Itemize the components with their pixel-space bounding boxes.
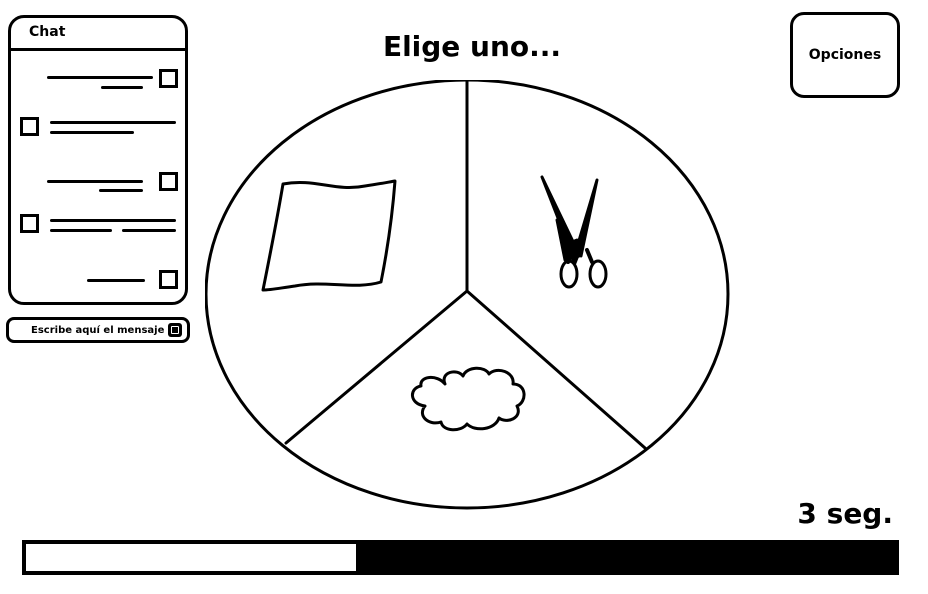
chat-message-line bbox=[50, 219, 176, 222]
choice-wheel bbox=[205, 80, 730, 510]
chat-input-placeholder: Escribe aquí el mensaje bbox=[31, 325, 165, 336]
wheel-outline bbox=[205, 80, 730, 510]
page-title: Elige uno... bbox=[382, 30, 562, 63]
chat-title: Chat bbox=[29, 24, 66, 40]
chat-message-input[interactable]: Escribe aquí el mensaje bbox=[6, 317, 190, 343]
chat-divider bbox=[11, 48, 185, 51]
chat-message-line bbox=[50, 229, 112, 232]
avatar bbox=[159, 172, 178, 191]
wheel-divider bbox=[284, 289, 469, 445]
chat-message-line bbox=[122, 229, 176, 232]
chat-message-line bbox=[101, 86, 143, 89]
timer-progress-bar bbox=[22, 540, 899, 575]
send-icon[interactable] bbox=[168, 323, 182, 337]
chat-message-line bbox=[87, 279, 145, 282]
chat-message-line bbox=[47, 180, 143, 183]
rock-icon bbox=[411, 366, 526, 432]
choice-rock[interactable] bbox=[286, 291, 645, 505]
avatar bbox=[159, 270, 178, 289]
timer-label: 3 seg. bbox=[797, 497, 893, 530]
choice-paper[interactable] bbox=[212, 80, 467, 443]
chat-message-line bbox=[47, 76, 153, 79]
options-button[interactable]: Opciones bbox=[790, 12, 900, 98]
chat-message-line bbox=[50, 121, 176, 124]
timer-progress-fill bbox=[26, 544, 356, 571]
scissors-icon bbox=[540, 175, 608, 289]
chat-panel: Chat bbox=[8, 15, 188, 305]
chat-message-line bbox=[50, 131, 134, 134]
avatar bbox=[20, 214, 39, 233]
avatar bbox=[20, 117, 39, 136]
wheel-divider bbox=[465, 289, 647, 450]
choice-scissors[interactable] bbox=[467, 80, 725, 448]
avatar bbox=[159, 69, 178, 88]
paper-icon bbox=[261, 179, 397, 292]
chat-message-line bbox=[99, 189, 143, 192]
